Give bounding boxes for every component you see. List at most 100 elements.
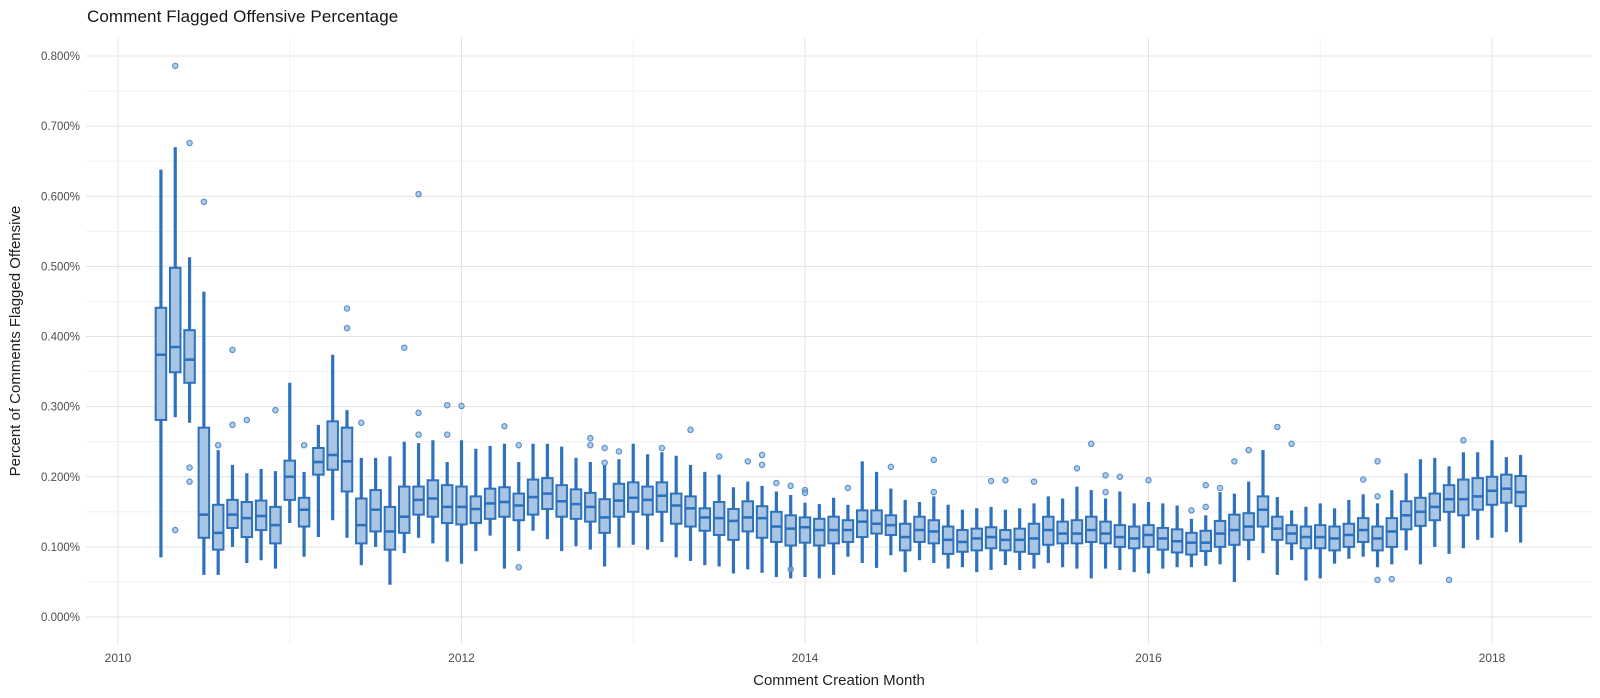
outlier-point [1030, 478, 1038, 485]
box-2018-03 [1514, 455, 1527, 543]
box-2017-08 [1414, 459, 1427, 565]
box-2016-12 [1299, 506, 1313, 581]
y-tick-label: 0.600% [41, 191, 80, 203]
iqr-box [355, 497, 368, 545]
box-2010-04 [154, 169, 168, 558]
iqr-box [669, 492, 683, 525]
outlier-point [186, 464, 193, 471]
outlier-point [186, 478, 193, 485]
iqr-box [755, 505, 769, 539]
box-2015-07 [1056, 498, 1069, 568]
outlier-point [229, 421, 236, 429]
box-2017-01 [1314, 503, 1327, 579]
outlier-point [930, 456, 938, 464]
outlier-point [615, 448, 623, 455]
iqr-box [169, 266, 182, 374]
outlier-point [358, 419, 365, 427]
box-2010-06 [183, 257, 196, 423]
box-2016-04 [1185, 518, 1198, 568]
outlier-point [1274, 423, 1281, 431]
outlier-point [214, 441, 222, 449]
iqr-box [197, 426, 211, 539]
box-2012-10 [584, 462, 597, 550]
box-2014-12 [956, 509, 969, 568]
outlier-point [300, 441, 308, 449]
iqr-box [798, 516, 812, 544]
box-2013-12 [784, 494, 797, 579]
outlier-point [801, 489, 809, 497]
iqr-box [440, 484, 454, 525]
outlier-point [400, 344, 408, 351]
box-2016-09 [1256, 450, 1270, 554]
outlier-point [1116, 473, 1124, 480]
box-2011-08 [383, 456, 397, 585]
x-tick-label: 2014 [792, 651, 819, 665]
box-2018-02 [1500, 457, 1513, 533]
boxplots [154, 147, 1527, 585]
box-2012-09 [569, 457, 583, 547]
y-tick-label: 0.300% [41, 402, 80, 414]
box-2017-02 [1328, 508, 1341, 564]
iqr-box [383, 505, 397, 551]
iqr-box [655, 481, 669, 513]
outlier-point [1374, 576, 1381, 584]
box-2013-08 [727, 487, 740, 574]
box-2011-12 [440, 462, 454, 562]
outlier-point [987, 477, 995, 485]
box-2011-10 [412, 443, 425, 538]
outlier-point [1374, 458, 1381, 465]
box-2013-07 [712, 474, 726, 567]
iqr-box [398, 485, 411, 534]
box-2011-07 [369, 457, 382, 547]
box-2015-05 [1027, 503, 1041, 569]
outlier-point [229, 346, 236, 354]
outlier-point [658, 444, 666, 452]
outlier-point [1088, 440, 1095, 448]
outlier-point [587, 441, 594, 449]
box-2016-11 [1285, 510, 1298, 561]
outlier-point [1245, 446, 1252, 454]
box-2015-10 [1099, 498, 1112, 569]
box-2012-04 [498, 443, 511, 569]
box-2013-01 [627, 443, 640, 545]
y-tick-label: 0.500% [41, 261, 80, 273]
iqr-box [455, 485, 468, 526]
outlier-point [1145, 477, 1152, 484]
box-2014-07 [884, 488, 898, 556]
iqr-box [1256, 495, 1270, 528]
box-2018-01 [1485, 440, 1499, 538]
outlier-point [1073, 465, 1081, 472]
box-2015-03 [999, 509, 1012, 566]
box-2013-02 [641, 454, 654, 550]
y-tick-label: 0.100% [41, 542, 80, 554]
iqr-box [340, 426, 354, 493]
outlier-point [1374, 493, 1381, 500]
x-tick-label: 2010 [105, 651, 132, 665]
iqr-box [211, 503, 225, 551]
iqr-box [856, 509, 869, 539]
box-2013-10 [755, 485, 769, 573]
box-2012-07 [541, 443, 554, 540]
box-2013-09 [741, 481, 754, 570]
box-2017-05 [1371, 503, 1384, 568]
outlier-point [601, 459, 608, 466]
box-2016-02 [1156, 503, 1170, 569]
box-2011-01 [283, 382, 296, 524]
box-2012-12 [612, 459, 626, 548]
outlier-point [887, 463, 895, 471]
iqr-box [183, 329, 196, 384]
outlier-point [587, 434, 594, 442]
box-2016-05 [1199, 515, 1212, 566]
box-2015-04 [1013, 508, 1026, 571]
box-2017-03 [1342, 499, 1356, 559]
box-2011-09 [398, 441, 411, 554]
box-2017-11 [1457, 452, 1470, 549]
box-2014-08 [898, 499, 912, 573]
outlier-point [1102, 472, 1109, 479]
iqr-box [283, 459, 296, 501]
box-2014-05 [856, 461, 869, 564]
iqr-box [684, 495, 697, 528]
box-2011-06 [355, 457, 368, 566]
